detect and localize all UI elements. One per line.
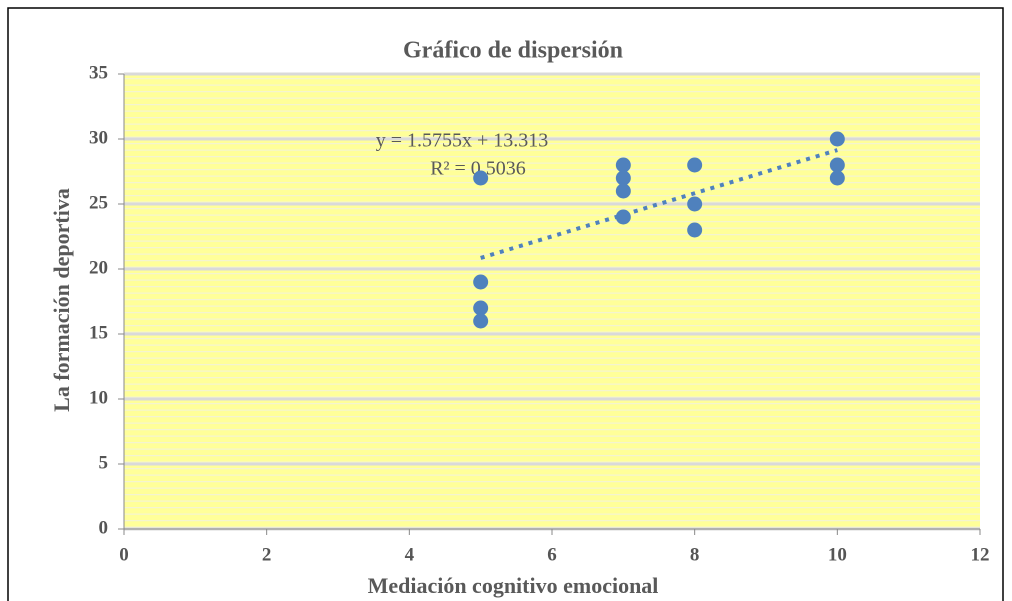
trendline [480,148,838,260]
x-tick-label: 8 [690,544,700,565]
y-tick-label: 5 [99,452,109,473]
y-tick-label: 10 [89,387,108,408]
y-tick-label: 25 [89,192,108,213]
y-tick-label: 20 [89,257,108,278]
point [473,300,489,316]
point [687,157,703,173]
x-tick-label: 2 [262,544,272,565]
minor-grid [124,74,980,529]
x-tick-label: 12 [971,544,990,565]
x-tick-label: 0 [119,544,129,565]
x-tick-label: 10 [828,544,847,565]
chart-title: Gráfico de dispersión [403,38,623,64]
x-tick-label: 6 [547,544,557,565]
x-axis-label: Mediación cognitivo emocional [368,573,659,598]
point [687,196,703,212]
point [829,157,845,173]
chart-border [7,7,1004,601]
point [473,170,489,186]
r-squared: R² = 0.5036 [430,158,526,180]
y-tick-label: 0 [99,517,109,538]
y-tick-label: 15 [89,322,108,343]
y-tick-label: 30 [89,127,108,148]
point [615,170,631,186]
y-axis-label: La formación deportiva [49,188,74,412]
point [829,131,845,147]
x-tick-label: 4 [405,544,415,565]
point [615,209,631,225]
point [473,313,489,329]
point [687,222,703,238]
point [615,157,631,173]
point [829,170,845,186]
y-tick-label: 35 [89,62,108,83]
point [615,183,631,199]
point [473,274,489,290]
trendline-equation: y = 1.5755x + 13.313 [376,130,549,152]
